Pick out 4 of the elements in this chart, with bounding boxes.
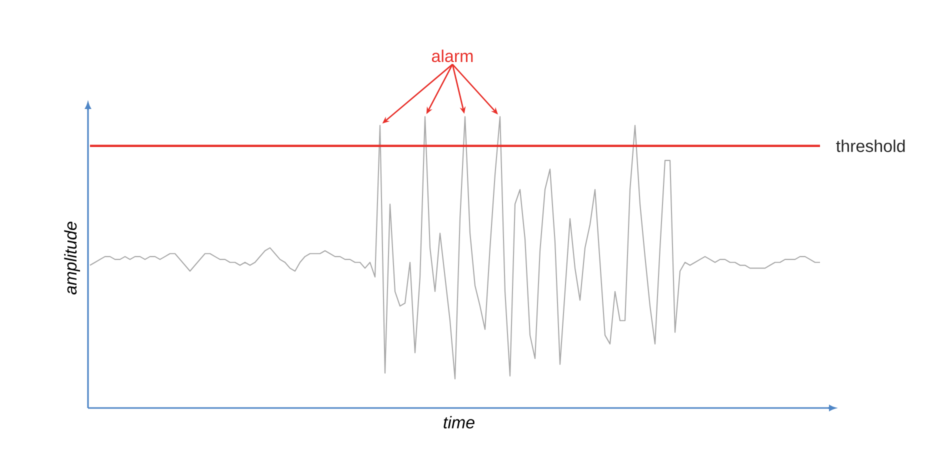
- text: alarm: [432, 50, 473, 62]
- y-axis-title: amplitude: [64, 222, 80, 294]
- ref-line-label: threshold: [836, 140, 905, 152]
- x-axis-title: time: [444, 416, 474, 428]
